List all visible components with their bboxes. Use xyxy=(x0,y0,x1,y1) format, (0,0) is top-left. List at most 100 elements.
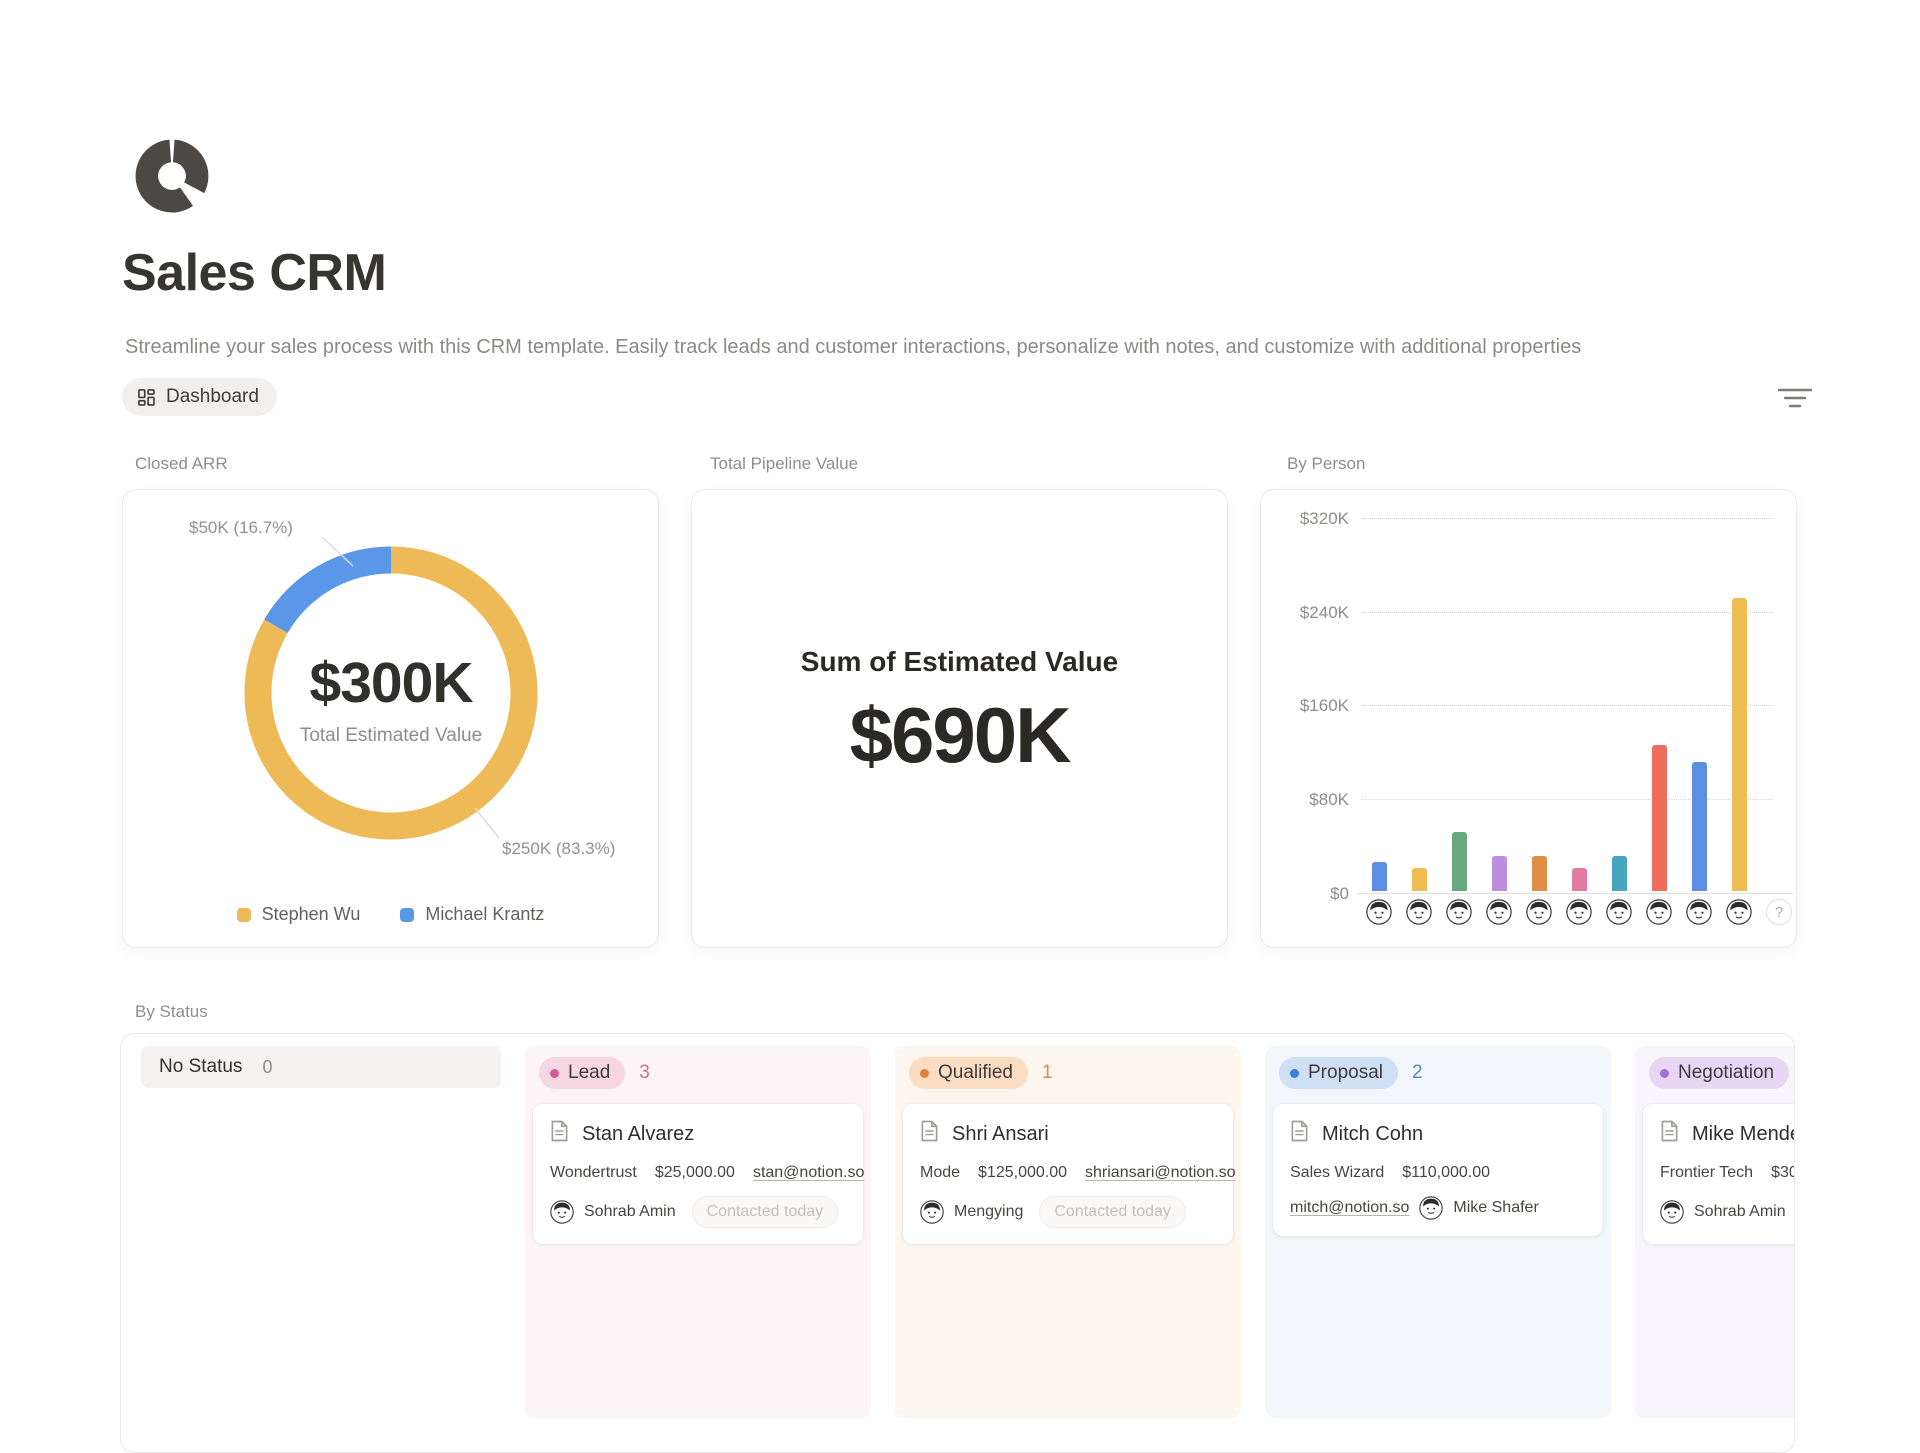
page-title: Sales CRM xyxy=(122,244,387,302)
closed-arr-donut-chart[interactable] xyxy=(241,543,541,843)
contacted-status-pill[interactable]: Contacted today xyxy=(1039,1196,1186,1228)
bar-person-3[interactable] xyxy=(1451,832,1467,891)
bar-person-4[interactable] xyxy=(1491,856,1507,891)
status-pill-proposal[interactable]: Proposal xyxy=(1279,1057,1398,1089)
person-avatar[interactable] xyxy=(1446,899,1472,925)
person-face-illustration xyxy=(550,1200,574,1224)
card-meta-row: Mengying Contacted today xyxy=(920,1196,1216,1228)
filter-lines-icon[interactable] xyxy=(1778,386,1812,410)
bar-person-1[interactable] xyxy=(1371,862,1387,891)
person-face-illustration xyxy=(920,1200,944,1224)
donut-legend: Stephen Wu Michael Krantz xyxy=(123,904,658,925)
assignee-avatar[interactable] xyxy=(1419,1196,1444,1220)
company-field: Mode xyxy=(920,1164,961,1181)
estimated-value-field: $30,000.00 xyxy=(1771,1164,1794,1181)
by-person-card: $0 $80K $160K $240K $320K? xyxy=(1260,489,1797,948)
dashboard-grid-icon xyxy=(138,389,155,406)
status-dot xyxy=(920,1068,929,1078)
assignee-name: Sohrab Amin xyxy=(584,1203,676,1220)
contact-email-link[interactable]: shriansari@notion.so xyxy=(1085,1164,1236,1181)
person-avatar[interactable] xyxy=(1566,899,1592,925)
unassigned-avatar[interactable]: ? xyxy=(1766,899,1792,925)
card-title-row: Mike Mendez xyxy=(1660,1120,1794,1148)
kanban-column-proposal: Proposal 2 Mitch Cohn Sales Wizard $110,000.… xyxy=(1265,1046,1611,1418)
column-count: 0 xyxy=(262,1056,273,1077)
no-status-header[interactable]: No Status 0 xyxy=(141,1046,501,1088)
legend-item[interactable]: Michael Krantz xyxy=(400,904,544,925)
person-avatar[interactable] xyxy=(1686,899,1712,925)
person-face-illustration xyxy=(1486,899,1512,925)
status-label: Lead xyxy=(568,1062,611,1083)
donut-center: $300K Total Estimated Value xyxy=(241,650,541,747)
contact-name: Stan Alvarez xyxy=(582,1122,695,1145)
column-count: 2 xyxy=(1412,1062,1423,1083)
person-avatar[interactable] xyxy=(1646,899,1672,925)
person-avatar[interactable] xyxy=(1366,899,1392,925)
column-header: Proposal 2 xyxy=(1273,1052,1603,1094)
x-axis-line xyxy=(1357,893,1793,894)
tab-dashboard[interactable]: Dashboard xyxy=(122,378,277,416)
person-avatar[interactable] xyxy=(1726,899,1752,925)
page-content: Sales CRM Streamline your sales process … xyxy=(120,0,1812,1453)
status-label: Proposal xyxy=(1308,1062,1383,1083)
bar-person-9[interactable] xyxy=(1691,762,1707,891)
person-avatar[interactable] xyxy=(1526,899,1552,925)
y-axis-tick: $240K xyxy=(1299,603,1349,622)
assignee-avatar[interactable] xyxy=(920,1200,944,1224)
page-icon xyxy=(1291,1120,1308,1142)
legend-label: Michael Krantz xyxy=(425,904,545,924)
bar-person-6[interactable] xyxy=(1571,868,1587,891)
bar-person-10[interactable] xyxy=(1731,598,1747,891)
page-icon xyxy=(551,1120,568,1142)
bar-person-8[interactable] xyxy=(1651,745,1667,891)
contact-card[interactable]: Stan Alvarez Wondertrust $25,000.00 stan@no… xyxy=(533,1104,865,1244)
status-dot xyxy=(1290,1068,1299,1078)
donut-total-value: $300K xyxy=(309,651,474,715)
assignee-avatar[interactable] xyxy=(1660,1200,1684,1224)
contact-name: Mitch Cohn xyxy=(1322,1122,1424,1145)
charts-row: $50K (16.7%) $250K (83.3%) $300K Total E… xyxy=(122,489,1797,948)
total-pipeline-label: Total Pipeline Value xyxy=(710,454,859,473)
card-meta-row: mitch@notion.so Mike Shafer xyxy=(1290,1196,1586,1220)
y-axis-tick: $0 xyxy=(1330,884,1349,903)
legend-swatch xyxy=(400,907,415,922)
person-avatar[interactable] xyxy=(1606,899,1632,925)
column-header: Lead 3 xyxy=(533,1052,863,1094)
assignee-avatar[interactable] xyxy=(550,1200,574,1224)
status-dot xyxy=(1660,1068,1669,1078)
kanban-column-lead: Lead 3 Stan Alvarez Wondertrust $25,000.00 st… xyxy=(525,1046,871,1418)
person-avatar[interactable] xyxy=(1406,899,1432,925)
contact-card[interactable]: Mike Mendez Frontier Tech $30,000.00 Sohrab… xyxy=(1643,1104,1794,1244)
status-pill-negotiation[interactable]: Negotiation xyxy=(1649,1057,1790,1089)
legend-item[interactable]: Stephen Wu xyxy=(236,904,360,925)
bar-person-2[interactable] xyxy=(1411,868,1427,891)
contacted-status-pill[interactable]: Contacted today xyxy=(691,1196,839,1228)
y-axis-tick: $80K xyxy=(1309,790,1349,809)
person-face-illustration xyxy=(1660,1200,1684,1224)
page-icon xyxy=(920,1120,939,1148)
contact-card[interactable]: Mitch Cohn Sales Wizard $110,000.00 mitch@n… xyxy=(1273,1104,1603,1236)
by-status-label: By Status xyxy=(135,1002,208,1021)
toolbar: Dashboard xyxy=(122,378,1812,416)
contact-card[interactable]: Shri Ansari Mode $125,000.00 shriansari@not… xyxy=(903,1104,1236,1244)
card-title-row: Stan Alvarez xyxy=(550,1120,846,1148)
status-pill-qualified[interactable]: Qualified xyxy=(909,1057,1028,1089)
assignee-name: Mike Shafer xyxy=(1453,1199,1539,1216)
estimated-value-field: $110,000.00 xyxy=(1402,1164,1491,1181)
status-label: Qualified xyxy=(938,1062,1013,1083)
page-icon xyxy=(550,1120,569,1148)
contact-email-link[interactable]: mitch@notion.so xyxy=(1290,1199,1410,1216)
status-pill-lead[interactable]: Lead xyxy=(539,1057,626,1089)
pipeline-sum-label: Sum of Estimated Value xyxy=(800,646,1119,677)
donut-total-caption: Total Estimated Value xyxy=(299,725,483,746)
y-axis-tick: $160K xyxy=(1299,696,1349,715)
page-icon xyxy=(1660,1120,1679,1148)
pipeline-sum-value: $690K xyxy=(849,691,1072,779)
person-avatar[interactable] xyxy=(1486,899,1512,925)
contact-name: Mike Mendez xyxy=(1692,1122,1794,1145)
contact-email-link[interactable]: stan@notion.so xyxy=(752,1164,865,1181)
estimated-value-field: $125,000.00 xyxy=(978,1164,1068,1181)
bar-person-5[interactable] xyxy=(1531,856,1547,891)
bar-person-7[interactable] xyxy=(1611,856,1627,891)
